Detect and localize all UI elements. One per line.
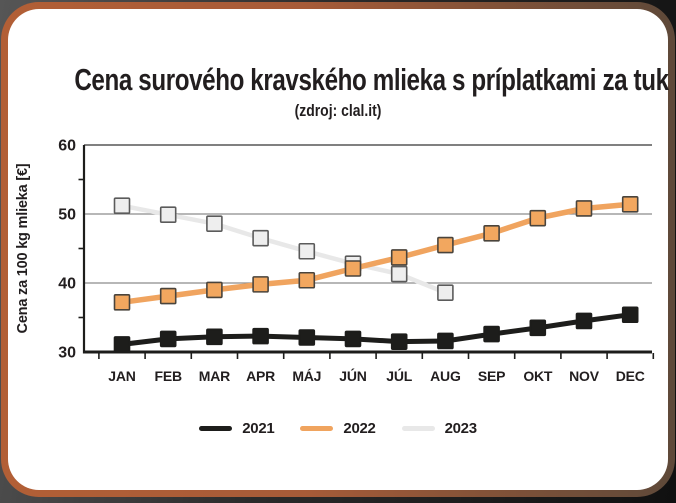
- series-2022-marker-5: [344, 260, 362, 277]
- x-tick-label-3: APR: [246, 368, 275, 384]
- legend-item-2023: 2023: [401, 420, 477, 437]
- series-2023-marker-1: [159, 206, 177, 223]
- legend-item-2022: 2022: [300, 420, 376, 437]
- legend-item-2021: 2021: [199, 420, 275, 437]
- y-tick-label-60: 60: [58, 138, 76, 155]
- series-2023-marker-2: [206, 215, 223, 232]
- series-2023-marker-7: [437, 284, 454, 301]
- card: [8, 9, 668, 490]
- y-tick-label-40: 40: [58, 276, 76, 293]
- x-tick-label-8: SEP: [478, 368, 505, 384]
- series-2021-marker-1: [159, 330, 177, 348]
- x-tick-label-1: FEB: [154, 368, 181, 384]
- chart-title: Cena surového kravského mlieka s príplat…: [74, 62, 669, 97]
- series-2021-marker-3: [252, 327, 269, 345]
- series-2022-marker-3: [252, 276, 269, 293]
- legend-swatch-2023: [401, 426, 435, 431]
- series-2021-marker-0: [113, 336, 131, 353]
- y-tick-label-30: 30: [58, 345, 76, 362]
- series-2021-marker-4: [298, 329, 316, 346]
- x-tick-label-7: AUG: [430, 368, 461, 384]
- series-2021-marker-5: [344, 330, 362, 348]
- x-tick-label-11: DEC: [616, 368, 645, 384]
- x-tick-label-0: JAN: [108, 368, 135, 384]
- series-2023-marker-6: [390, 265, 408, 283]
- x-tick-label-2: MAR: [199, 368, 230, 384]
- series-2023-marker-3: [252, 229, 269, 247]
- series-2022-marker-0: [113, 294, 131, 311]
- legend-label-2021: 2021: [242, 420, 275, 437]
- series-2021-marker-2: [206, 328, 223, 346]
- x-tick-label-5: JÚN: [339, 367, 366, 384]
- series-2021-marker-9: [529, 319, 547, 337]
- x-tick-label-10: NOV: [569, 368, 600, 384]
- series-2022-marker-11: [621, 196, 639, 213]
- legend-label-2023: 2023: [444, 420, 477, 437]
- series-2021-marker-10: [575, 312, 593, 330]
- x-tick-label-6: JÚL: [386, 367, 412, 384]
- chart-legend: 2021 2022 2023: [0, 420, 676, 437]
- series-2022-marker-8: [483, 225, 500, 242]
- y-axis-title: Cena za 100 kg mlieka [€]: [15, 163, 31, 333]
- legend-swatch-2021: [199, 426, 233, 431]
- x-tick-label-4: MÁJ: [292, 368, 321, 384]
- series-2021-marker-7: [437, 332, 454, 350]
- series-2022-marker-4: [298, 271, 316, 289]
- legend-label-2022: 2022: [343, 420, 376, 437]
- series-2022-marker-6: [390, 249, 408, 266]
- series-2023-marker-0: [113, 197, 131, 215]
- series-2022-marker-7: [437, 236, 454, 254]
- series-2022-marker-10: [575, 200, 593, 217]
- series-2021-marker-6: [390, 333, 408, 350]
- y-tick-label-50: 50: [58, 207, 76, 224]
- chart-subtitle: (zdroj: clal.it): [294, 101, 382, 120]
- series-2022-marker-9: [529, 209, 547, 227]
- x-tick-label-9: OKT: [523, 368, 553, 384]
- series-2021-line: [119, 312, 633, 347]
- series-2023-marker-4: [298, 242, 316, 260]
- legend-swatch-2022: [300, 426, 334, 431]
- series-2021-marker-8: [483, 325, 500, 343]
- series-2022-marker-1: [159, 287, 177, 305]
- series-2022-marker-2: [206, 281, 223, 299]
- series-2021-marker-11: [621, 306, 639, 324]
